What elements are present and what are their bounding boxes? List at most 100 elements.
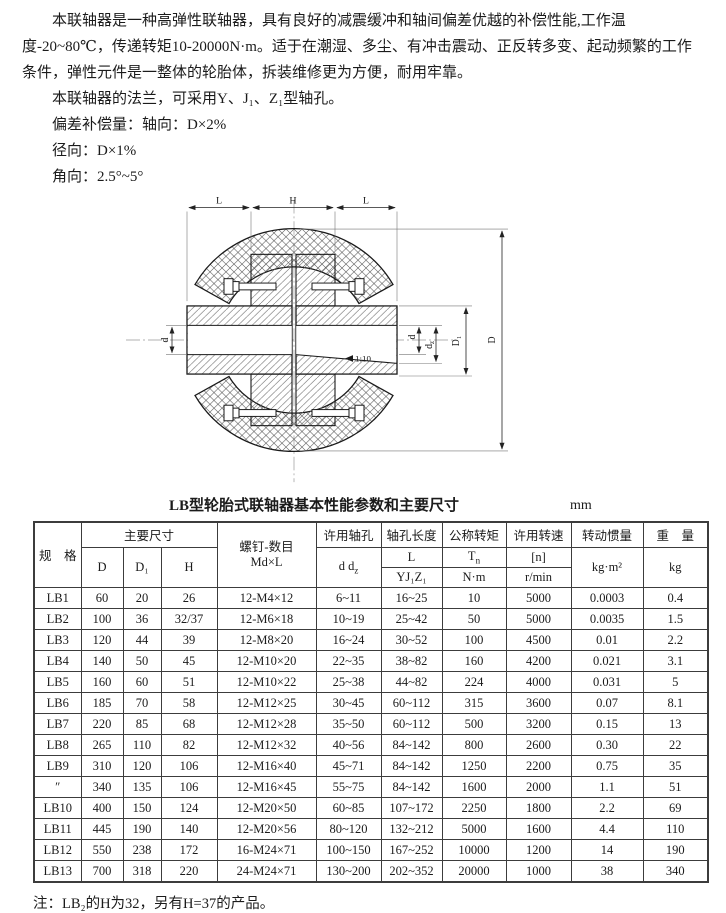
dim-label-H: H <box>289 196 296 207</box>
table-cell: LB11 <box>33 817 82 840</box>
table-cell: 5000 <box>441 817 507 840</box>
table-cell: 58 <box>160 691 218 714</box>
table-cell: 0.4 <box>642 586 709 609</box>
table-cell: 10000 <box>441 838 507 861</box>
table-cell: 100~150 <box>315 838 382 861</box>
table-cell: 1200 <box>505 838 572 861</box>
dim-label-L-left: L <box>216 196 222 207</box>
table-cell: 500 <box>441 712 507 735</box>
table-cell: 40~56 <box>315 733 382 756</box>
table-cell: 84~142 <box>380 754 443 777</box>
table-cell: 44 <box>122 628 162 651</box>
header-screw-line1: 螺钉-数目 <box>239 539 294 554</box>
table-title: LB型轮胎式联轴器基本性能参数和主要尺寸 <box>168 498 459 514</box>
table-cell: 3.1 <box>642 649 709 672</box>
table-cell: 238 <box>122 838 162 861</box>
table-cell: 12-M16×45 <box>216 775 317 798</box>
table-cell: 80~120 <box>315 817 382 840</box>
table-cell: 1.1 <box>570 775 644 798</box>
table-cell: 60~85 <box>315 796 382 819</box>
table-cell: 190 <box>642 838 709 861</box>
table-cell: 12-M10×22 <box>216 670 317 693</box>
torque-symbol-sub: n <box>475 555 481 566</box>
table-cell: 4000 <box>505 670 572 693</box>
table-cell: 120 <box>122 754 162 777</box>
table-cell: 82 <box>160 733 218 756</box>
table-cell: LB3 <box>33 628 82 651</box>
table-cell: LB9 <box>33 754 82 777</box>
table-cell: LB1 <box>33 586 82 609</box>
header-weight-unit: kg <box>642 546 709 588</box>
table-cell: 190 <box>122 817 162 840</box>
table-cell: 12-M4×12 <box>216 586 317 609</box>
table-cell: 5000 <box>505 586 572 609</box>
header-Tn: Tn <box>441 546 507 568</box>
table-cell: 38~82 <box>380 649 443 672</box>
table-cell: 10 <box>441 586 507 609</box>
compensation-radial: 径向：D×1% <box>52 143 137 159</box>
table-cell: 3200 <box>505 712 572 735</box>
table-row: LB11 445 190 140 12-M20×56 80~120 132~212 5000 1… <box>33 817 709 840</box>
header-L: L <box>380 546 443 568</box>
table-cell: ″ <box>33 775 82 798</box>
table-cell: 38 <box>570 859 644 882</box>
table-cell: 44~82 <box>380 670 443 693</box>
table-cell: 224 <box>441 670 507 693</box>
table-cell: LB10 <box>33 796 82 819</box>
coupling-drawing: 1:10 L H L <box>114 194 614 491</box>
dim-label-d-left: d <box>160 338 171 343</box>
table-cell: 60~112 <box>380 712 443 735</box>
table-cell: 110 <box>642 817 709 840</box>
dim-label-d-right: d <box>407 335 418 340</box>
table-cell: 132~212 <box>380 817 443 840</box>
table-cell: 160 <box>441 649 507 672</box>
table-cell: 60~112 <box>380 691 443 714</box>
dz-main: d <box>424 344 435 349</box>
table-cell: 55~75 <box>315 775 382 798</box>
table-cell: 120 <box>80 628 124 651</box>
table-cell: 4.4 <box>570 817 644 840</box>
table-cell: 68 <box>160 712 218 735</box>
table-row: LB5 160 60 51 12-M10×22 25~38 44~82 224 4000 0.03… <box>33 670 709 693</box>
table-row: LB12 550 238 172 16-M24×71 100~150 167~252 1000… <box>33 838 709 861</box>
bore-symbol-main: d d <box>338 558 355 573</box>
left-flange-top <box>250 253 293 307</box>
right-flange-bottom <box>295 373 336 427</box>
table-row: LB13 700 318 220 24-M24×71 130~200 202~352 2000… <box>33 859 709 882</box>
table-cell: 2.2 <box>570 796 644 819</box>
table-cell: LB2 <box>33 607 82 630</box>
coupling-cross-section: 1:10 L H L <box>126 196 508 483</box>
table-cell: 110 <box>122 733 162 756</box>
table-cell: 315 <box>441 691 507 714</box>
bore-symbol-sub: z <box>354 565 359 576</box>
table-cell: 51 <box>160 670 218 693</box>
table-cell: 202~352 <box>380 859 443 882</box>
table-cell: 12-M12×28 <box>216 712 317 735</box>
table-cell: 700 <box>80 859 124 882</box>
table-cell: 220 <box>80 712 124 735</box>
bolt-top-left <box>223 278 277 295</box>
table-cell: LB5 <box>33 670 82 693</box>
table-cell: 220 <box>160 859 218 882</box>
table-cell: 1800 <box>505 796 572 819</box>
table-row: LB6 185 70 58 12-M12×25 30~45 60~112 315 3600 0.0… <box>33 691 709 714</box>
table-cell: 0.031 <box>570 670 644 693</box>
table-cell: 130~200 <box>315 859 382 882</box>
table-cell: 85 <box>122 712 162 735</box>
table-cell: 50 <box>122 649 162 672</box>
extension-lines-left-d <box>166 325 186 355</box>
table-cell: 550 <box>80 838 124 861</box>
table-cell: 35 <box>642 754 709 777</box>
table-cell: 12-M20×56 <box>216 817 317 840</box>
table-cell: 5000 <box>505 607 572 630</box>
header-main-dims: 主要尺寸 <box>80 521 218 548</box>
table-cell: 12-M6×18 <box>216 607 317 630</box>
table-cell: 2.2 <box>642 628 709 651</box>
table-cell: 5 <box>642 670 709 693</box>
header-bore-symbols: d dz <box>315 546 382 588</box>
table-cell: 3600 <box>505 691 572 714</box>
table-cell: 340 <box>80 775 124 798</box>
table-cell: 20000 <box>441 859 507 882</box>
table-cell: 140 <box>80 649 124 672</box>
table-cell: LB8 <box>33 733 82 756</box>
